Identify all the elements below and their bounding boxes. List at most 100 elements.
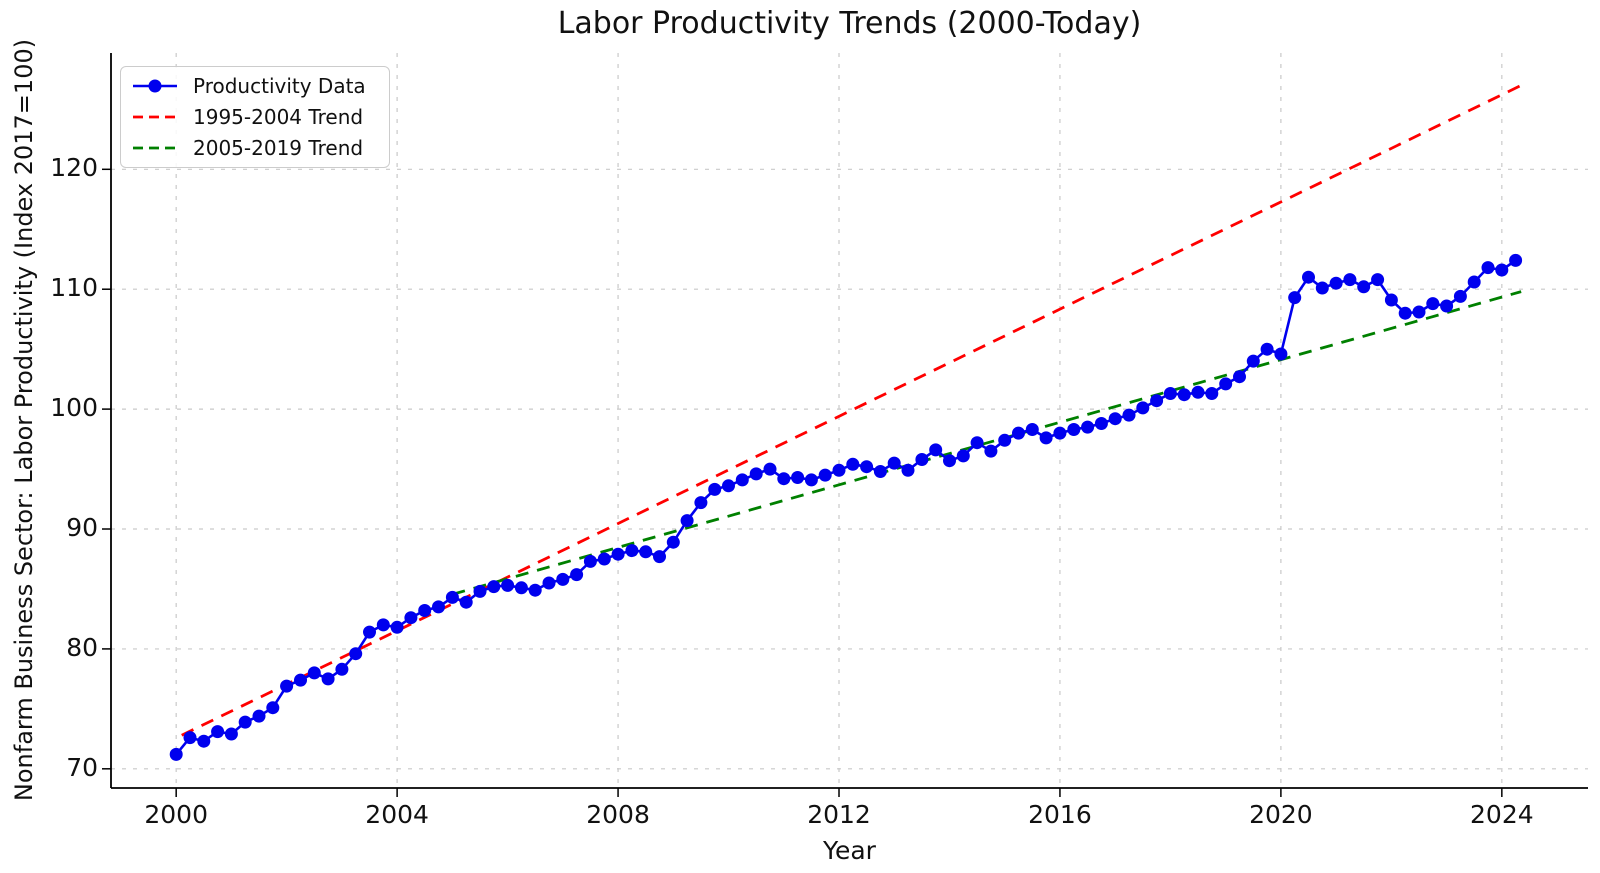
legend-item-productivity-data: Productivity Data [131, 71, 379, 101]
legend: Productivity Data 1995-2004 Trend 2005-2… [120, 66, 390, 168]
trend-line-1995-2004 [181, 84, 1522, 737]
data-point-marker [625, 544, 639, 558]
data-point-marker [321, 672, 335, 686]
data-point-marker [887, 456, 901, 470]
data-point-marker [915, 453, 929, 466]
x-axis-label: Year [823, 836, 876, 865]
data-point-marker [1440, 299, 1454, 313]
data-point-marker [501, 578, 515, 592]
data-point-marker [459, 595, 473, 609]
data-point-marker [335, 662, 349, 676]
data-point-marker [224, 727, 238, 741]
data-point-marker [1371, 273, 1385, 287]
data-point-marker [349, 647, 363, 661]
data-point-marker [1426, 297, 1440, 311]
data-point-marker [1136, 401, 1150, 415]
data-point-marker [1467, 275, 1481, 289]
data-point-marker [169, 747, 183, 761]
data-point-marker [556, 572, 570, 586]
legend-label-trend-2005-2019: 2005-2019 Trend [193, 135, 364, 160]
data-point-marker [1288, 291, 1302, 305]
data-point-marker [1398, 306, 1412, 320]
data-point-marker [1053, 426, 1067, 440]
data-point-marker [583, 554, 597, 568]
data-point-marker [1274, 347, 1288, 361]
data-point-marker [1067, 423, 1081, 436]
data-point-marker [1343, 273, 1357, 287]
data-point-marker [680, 514, 694, 528]
data-point-marker [307, 666, 321, 680]
data-point-marker [487, 580, 501, 594]
legend-label-trend-1995-2004: 1995-2004 Trend [193, 104, 364, 129]
data-point-marker [473, 584, 487, 598]
data-point-marker [818, 468, 832, 482]
data-point-marker [1329, 276, 1343, 290]
data-point-marker [1219, 377, 1233, 391]
data-point-marker [376, 618, 390, 632]
x-tick-label: 2008 [586, 800, 650, 829]
data-point-marker [901, 463, 915, 477]
data-point-marker [514, 581, 528, 595]
data-point-marker [804, 473, 818, 487]
data-point-marker [432, 600, 445, 614]
x-tick-label: 2004 [365, 800, 429, 829]
data-point-marker [970, 436, 984, 450]
data-point-marker [1260, 342, 1274, 356]
data-point-marker [238, 715, 252, 729]
x-tick-label: 2016 [1028, 800, 1092, 829]
data-point-marker [1384, 293, 1398, 307]
data-point-marker [749, 467, 763, 481]
data-point-marker [542, 576, 556, 590]
data-point-marker [860, 460, 874, 474]
data-point-marker [570, 568, 584, 582]
data-point-marker [597, 552, 611, 566]
data-point-marker [252, 709, 266, 723]
x-tick-label: 2012 [807, 800, 871, 829]
data-point-marker [694, 496, 708, 510]
data-point-marker [1302, 270, 1315, 284]
y-tick-label: 100 [50, 393, 98, 423]
x-tick-label: 2000 [144, 800, 208, 829]
data-point-marker [211, 725, 225, 739]
x-tick-label: 2020 [1249, 800, 1313, 829]
data-point-marker [1081, 420, 1095, 434]
data-point-marker [280, 679, 294, 693]
y-tick-label: 70 [66, 752, 98, 782]
data-point-marker [404, 611, 418, 625]
x-tick-label: 2024 [1470, 800, 1534, 829]
data-point-marker [363, 625, 376, 639]
data-point-marker [873, 465, 887, 478]
data-point-marker [1039, 431, 1053, 445]
y-axis-label: Nonfarm Business Sector: Labor Productiv… [10, 38, 38, 802]
data-point-marker [1012, 426, 1025, 440]
legend-label-productivity-data: Productivity Data [193, 74, 366, 99]
data-point-marker [777, 472, 791, 486]
legend-line-trend-2005-2019-icon [133, 146, 177, 150]
data-point-marker [1191, 385, 1205, 399]
data-point-marker [1509, 253, 1523, 267]
y-tick-label: 90 [66, 513, 98, 542]
data-point-marker [1122, 408, 1136, 422]
legend-item-trend-2005-2019: 2005-2019 Trend [131, 133, 379, 163]
data-point-marker [1453, 289, 1467, 303]
data-point-marker [956, 449, 970, 463]
trend-line-2005-2019 [451, 290, 1522, 596]
data-point-marker [294, 673, 307, 687]
y-tick-label: 110 [50, 273, 98, 303]
data-point-marker [1025, 423, 1039, 436]
data-point-marker [183, 731, 197, 745]
data-point-marker [266, 701, 280, 715]
chart-title: Labor Productivity Trends (2000-Today) [557, 6, 1142, 41]
data-point-marker [666, 535, 680, 549]
data-point-marker [1495, 263, 1509, 277]
data-point-marker [1094, 417, 1108, 430]
data-point-marker [611, 547, 625, 561]
data-point-marker [943, 454, 956, 468]
data-point-marker [1108, 412, 1122, 426]
data-point-marker [1246, 354, 1260, 368]
data-point-marker [846, 457, 860, 471]
data-point-marker [390, 620, 404, 634]
data-point-marker [735, 473, 749, 487]
